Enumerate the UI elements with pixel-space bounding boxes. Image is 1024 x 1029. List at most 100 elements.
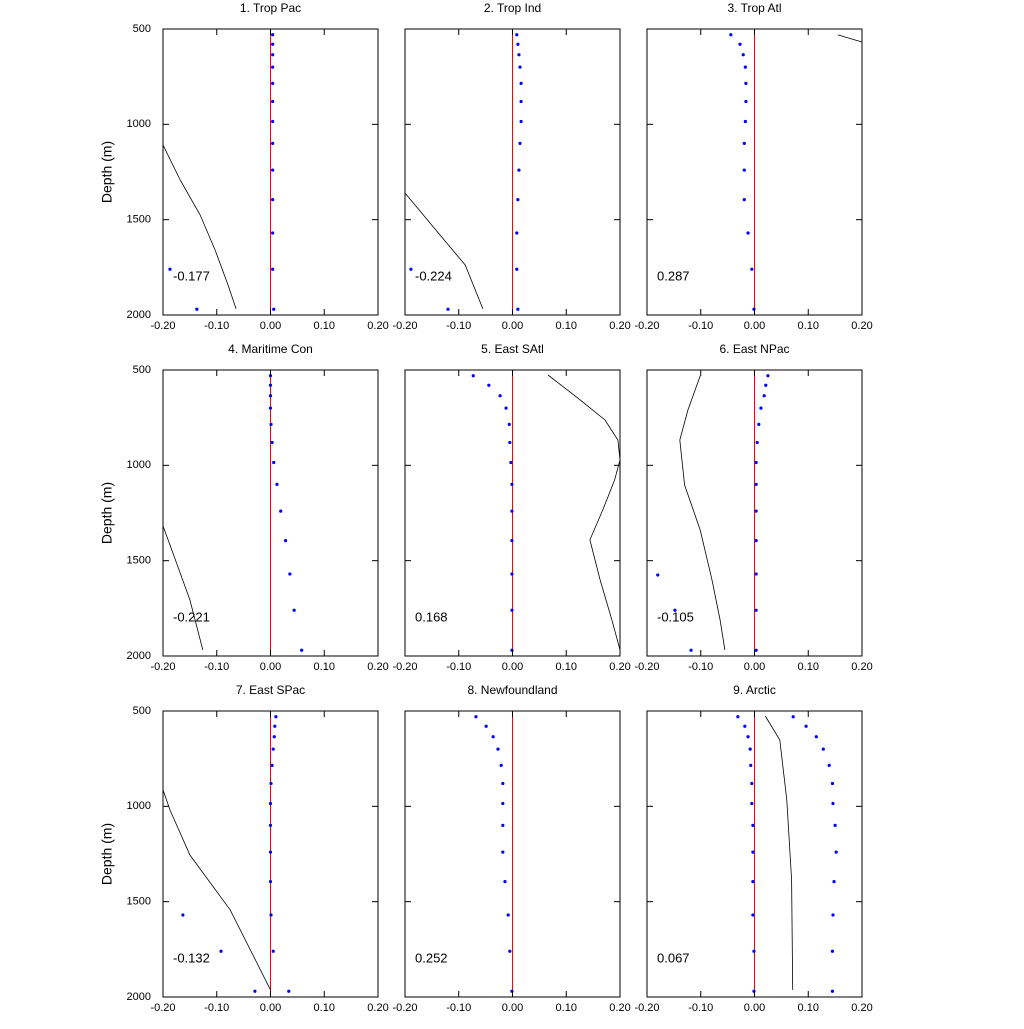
profile-dot (487, 383, 491, 387)
x-tick-label: -0.10 (688, 661, 713, 673)
profile-dot (504, 406, 508, 410)
profile-dot (471, 374, 475, 378)
profile-dot (832, 880, 836, 884)
profile-dot (268, 850, 273, 854)
x-tick-label: 0.20 (851, 661, 872, 673)
profile-dot (742, 168, 746, 172)
panel-title: 5. East SAtl (481, 342, 544, 356)
profile-dot (496, 747, 500, 751)
x-tick-label: -0.20 (150, 320, 175, 332)
x-tick-label: -0.10 (204, 320, 229, 332)
profile-dot (279, 509, 283, 513)
profile-dot (272, 460, 276, 465)
x-tick-label: -0.20 (392, 661, 417, 673)
profile-line (162, 144, 237, 310)
profile-dot (754, 539, 758, 543)
profile-dot (831, 801, 835, 806)
y-axis-label: Depth (m) (99, 823, 115, 885)
profile-dot (762, 394, 766, 398)
y-tick-label: 1000 (127, 800, 151, 812)
profile-dot (270, 440, 274, 445)
profile-dot (270, 763, 274, 767)
x-tick-label: -0.20 (634, 1002, 659, 1014)
profile-dot (446, 307, 450, 311)
profile-dot (750, 267, 754, 271)
profile-dot (830, 781, 835, 786)
x-tick-label: -0.10 (204, 1002, 229, 1014)
x-tick-label: 0.20 (367, 1002, 388, 1014)
y-tick-label: 500 (133, 705, 151, 717)
y-tick-label: 500 (133, 364, 151, 376)
profile-dot (751, 823, 755, 828)
profile-dot (501, 823, 505, 828)
profile-dot (759, 406, 763, 410)
profile-dot (754, 608, 758, 612)
profile-dot (283, 539, 288, 543)
y-tick-label: 1500 (127, 214, 151, 226)
profile-dot (689, 648, 693, 652)
profile-dot (656, 573, 660, 577)
profile-dot (743, 724, 747, 728)
profile-dot (519, 119, 523, 124)
profile-dot (271, 99, 275, 104)
profile-dot (510, 482, 514, 486)
y-tick-label: 1000 (127, 118, 151, 130)
profile-dot (501, 850, 505, 854)
panel: 5. East SAtl -0.20 -0.10 0.00 0.10 0.20 0.168 (392, 342, 630, 673)
profile-dot (506, 913, 510, 917)
profile-dot (275, 482, 279, 486)
profile-dot (272, 307, 276, 311)
profile-dot (673, 608, 677, 612)
profile-dot (515, 33, 519, 37)
profile-dot (515, 267, 519, 271)
profile-dot (271, 53, 275, 57)
profile-line (837, 34, 863, 43)
panel-title: 8. Newfoundland (467, 683, 557, 697)
profile-dot (271, 33, 275, 37)
profile-dot (515, 231, 519, 235)
profile-dot (287, 989, 291, 993)
annotation: 0.252 (415, 950, 448, 965)
profile-dot (501, 781, 505, 786)
x-tick-label: 0.10 (556, 661, 577, 673)
y-tick-label: 1500 (127, 896, 151, 908)
profile-dot (510, 509, 514, 513)
x-tick-label: 0.10 (798, 661, 819, 673)
profile-dot (516, 198, 520, 202)
profile-dot (288, 572, 292, 576)
profile-dot (791, 715, 795, 719)
profile-dot (743, 65, 747, 69)
x-tick-label: 0.20 (609, 661, 630, 673)
profile-dot (268, 801, 273, 806)
profile-dot (484, 724, 488, 728)
profile-dot (814, 735, 818, 739)
profile-dot (750, 801, 754, 806)
y-axis-label: Depth (m) (99, 141, 115, 203)
profile-dot (519, 99, 523, 104)
profile-dot (754, 509, 758, 513)
profile-dot (754, 482, 758, 486)
panel: 8. Newfoundland -0.20 -0.10 0.00 0.10 0.20 0.2… (392, 683, 630, 1014)
profile-dot (510, 539, 514, 543)
profile-dot (195, 307, 199, 311)
profile-dot (274, 715, 278, 719)
profile-dot (501, 801, 505, 806)
profile-dot (271, 198, 275, 202)
profile-line (764, 715, 794, 990)
annotation: -0.177 (173, 268, 210, 283)
profile-dot (507, 422, 511, 426)
profile-dot (271, 81, 275, 85)
panel-title: 4. Maritime Con (228, 342, 313, 356)
x-tick-label: 0.20 (367, 661, 388, 673)
profile-dot (749, 763, 753, 767)
profile-dot (754, 648, 758, 652)
x-tick-label: 0.00 (260, 661, 281, 673)
x-tick-label: 0.00 (744, 1002, 765, 1014)
x-tick-label: 0.10 (798, 1002, 819, 1014)
annotation: -0.224 (415, 268, 452, 283)
profile-dot (503, 880, 507, 884)
profile-dot (518, 141, 522, 145)
profile-dot (271, 65, 275, 69)
profile-dot (751, 850, 755, 854)
profile-dot (754, 460, 758, 465)
